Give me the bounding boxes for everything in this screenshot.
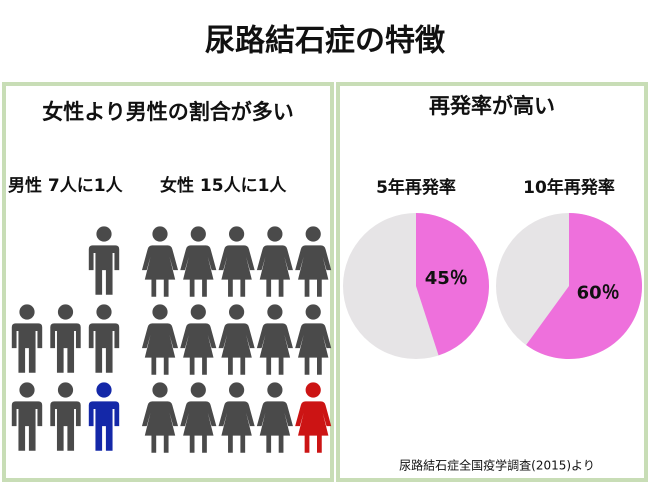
icon-body [295, 323, 332, 375]
person-icon [50, 304, 81, 373]
icon-head [190, 382, 206, 398]
icon-head [305, 382, 321, 398]
person-icon [141, 304, 179, 375]
icon-head [19, 304, 35, 320]
pie-slice [526, 213, 642, 359]
icon-body [295, 401, 332, 453]
person-icon [218, 382, 255, 453]
icon-body [256, 401, 293, 453]
icon-head [267, 382, 283, 398]
icon-head [57, 304, 74, 320]
person-icon [180, 382, 217, 453]
pie-title: 10年再発率 [523, 177, 615, 198]
person-icon [88, 382, 120, 451]
person-icon [218, 304, 255, 375]
person-icon [218, 226, 255, 297]
person-icon [180, 226, 217, 297]
icon-head [190, 304, 206, 320]
icon-body [141, 323, 179, 375]
icon-body [218, 323, 255, 375]
icon-head [96, 226, 112, 242]
icon-body [141, 401, 179, 453]
person-icon [295, 382, 332, 453]
person-icon [295, 226, 332, 297]
icon-body [88, 401, 120, 451]
icon-body [141, 245, 179, 297]
icon-head [19, 382, 35, 398]
icon-body [11, 401, 43, 451]
icon-head [229, 382, 245, 398]
pie-value-label: 45％ [425, 268, 468, 289]
icon-head [305, 304, 321, 320]
icon-body [88, 245, 120, 295]
person-icon [11, 382, 43, 451]
icon-body [50, 401, 81, 451]
source-note: 尿路結石症全国疫学調査(2015)より [399, 458, 595, 473]
person-icon [295, 304, 332, 375]
right-panel [336, 82, 648, 482]
person-icon [88, 304, 120, 373]
left-heading: 女性より男性の割合が多い [42, 100, 294, 124]
icon-head [305, 226, 321, 242]
left-panel [2, 82, 334, 482]
icon-body [88, 323, 120, 373]
page-title: 尿路結石症の特徴 [205, 24, 446, 59]
pie-value-label: 60％ [577, 282, 620, 303]
group-label: 男性 7人に1人 [8, 175, 124, 196]
icon-body [180, 323, 217, 375]
person-icon [256, 382, 293, 453]
person-icon [11, 304, 43, 373]
icon-body [11, 323, 43, 373]
icon-head [229, 226, 245, 242]
icon-body [256, 245, 293, 297]
pie-title: 5年再発率 [376, 177, 456, 198]
person-icon [50, 382, 81, 451]
icon-head [190, 226, 206, 242]
icon-head [267, 304, 283, 320]
person-icon [180, 304, 217, 375]
icon-body [218, 401, 255, 453]
right-heading: 再発率が高い [429, 94, 555, 118]
icon-head [267, 226, 283, 242]
group-label: 女性 15人に1人 [160, 175, 287, 196]
person-icon [141, 382, 179, 453]
icon-head [96, 382, 112, 398]
icon-body [256, 323, 293, 375]
icon-body [180, 245, 217, 297]
pie-slice [416, 213, 489, 356]
person-icon [88, 226, 120, 295]
person-icon [141, 226, 179, 297]
icon-head [229, 304, 245, 320]
icon-body [295, 245, 332, 297]
icon-head [57, 382, 74, 398]
icon-head [152, 382, 168, 398]
person-icon [256, 304, 293, 375]
icon-head [152, 226, 168, 242]
icon-head [96, 304, 112, 320]
person-icon [256, 226, 293, 297]
icon-body [180, 401, 217, 453]
icon-body [218, 245, 255, 297]
icon-head [152, 304, 168, 320]
icon-body [50, 323, 81, 373]
